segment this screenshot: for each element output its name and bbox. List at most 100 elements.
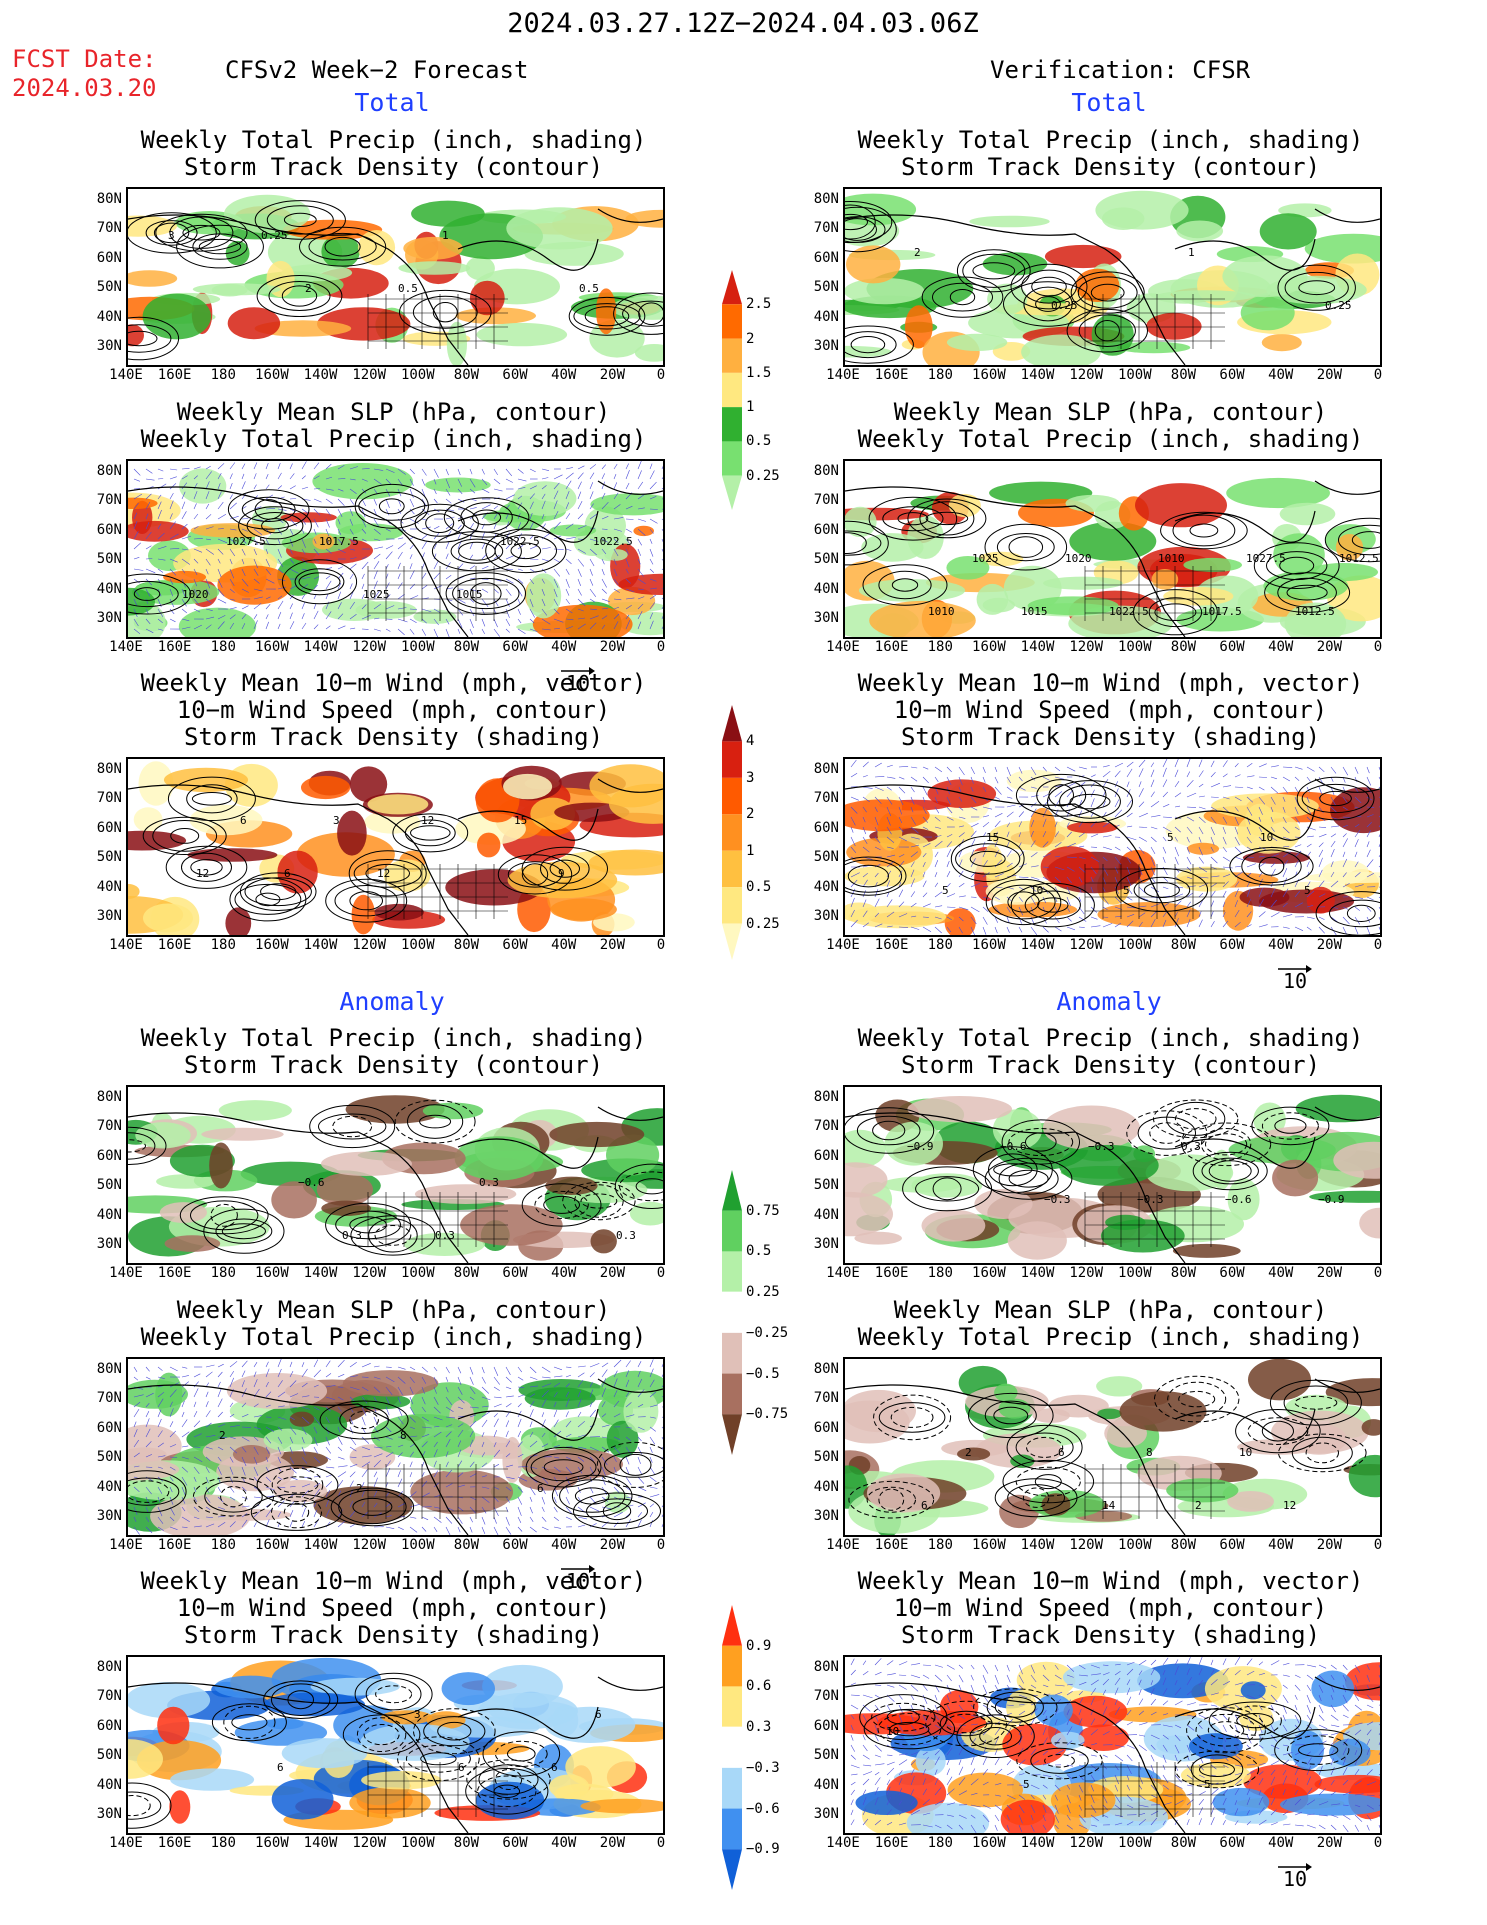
p9-wind-arrow — [421, 1434, 430, 1438]
p9-wind-arrow — [385, 1467, 391, 1478]
p3-wind-arrow — [241, 623, 246, 630]
p9-wind-arrow — [361, 1436, 370, 1444]
p12-wind-arrow — [898, 1800, 902, 1806]
p10-contour-line — [984, 1400, 1037, 1431]
p12-contour-line — [986, 1691, 1044, 1723]
p9-wind-arrow — [565, 1506, 573, 1515]
p6-wind-arrow — [1306, 776, 1311, 782]
p12-wind-arrow — [1054, 1674, 1062, 1680]
p9-wind-arrow — [625, 1456, 630, 1465]
p3-wind-arrow — [577, 568, 582, 577]
p3-wind-arrow — [553, 618, 564, 623]
p6-wind-arrow — [1378, 796, 1380, 798]
p3-wind-arrow — [445, 530, 452, 540]
p9-lon-tick: 120W — [352, 1537, 387, 1553]
p6-wind-arrow — [970, 916, 977, 925]
precip-total-colorbar-label: 1.5 — [746, 364, 772, 381]
p6-wind-arrow — [994, 896, 1000, 901]
p3-wind-arrow — [493, 505, 499, 510]
p12-wind-arrow — [1378, 1773, 1380, 1776]
p9-wind-arrow — [337, 1520, 346, 1528]
p6-wind-arrow — [958, 796, 963, 802]
p12-wind-arrow — [958, 1777, 966, 1786]
p11-shade-blob — [426, 1711, 466, 1729]
p9-wind-arrow — [505, 1526, 512, 1535]
p9-wind-arrow — [433, 1506, 441, 1509]
p3-wind-arrow — [277, 462, 281, 470]
p3-wind-arrow — [493, 598, 499, 607]
p6-wind-arrow — [862, 826, 867, 835]
p12-wind-arrow — [1030, 1824, 1035, 1832]
p6-wind-arrow — [1138, 912, 1146, 918]
p4-lat-tick: 70N — [813, 492, 839, 509]
p9-wind-arrow — [373, 1436, 380, 1441]
p9-wind-arrow — [649, 1359, 654, 1368]
p3-wind-arrow — [541, 493, 546, 500]
p9-wind-arrow — [553, 1392, 558, 1398]
p5-contour-line — [549, 859, 580, 878]
p9-wind-arrow — [205, 1466, 210, 1474]
storm-anom-colorbar-swatch — [722, 1686, 742, 1728]
p6-wind-arrow — [898, 881, 902, 888]
p12-lon-tick: 180 — [927, 1835, 953, 1851]
p3-wind-arrow — [433, 560, 439, 570]
p6-wind-arrow — [1234, 796, 1242, 802]
p12-wind-arrow — [1102, 1706, 1108, 1716]
p5-contour-line — [349, 891, 383, 911]
p9-wind-arrow — [409, 1504, 420, 1508]
p12-wind-arrow — [910, 1714, 914, 1722]
p12-wind-arrow — [1114, 1732, 1125, 1736]
p3-wind-arrow — [409, 618, 417, 624]
p9-wind-arrow — [409, 1472, 413, 1478]
p6-wind-arrow — [1234, 816, 1239, 826]
p9-wind-arrow — [409, 1461, 413, 1468]
p6-wind-arrow — [1282, 845, 1290, 848]
p6-wind-arrow — [1234, 774, 1241, 778]
p3-wind-arrow — [625, 568, 629, 574]
p9-wind-arrow — [373, 1453, 383, 1458]
p12-contour-line — [1208, 1701, 1302, 1740]
p6-contour-line — [1037, 897, 1069, 913]
p6-contour-line — [1115, 868, 1209, 912]
p4-shade-blob — [845, 506, 877, 537]
p9-wind-arrow — [577, 1446, 587, 1449]
p12-lon-tick: 120W — [1069, 1835, 1104, 1851]
p6-wind-arrow — [1210, 910, 1214, 918]
p6-lon-tick: 60W — [1219, 937, 1245, 953]
p3-wind-arrow — [265, 621, 269, 630]
p7-lon-tick: 20W — [599, 1265, 626, 1281]
p12-wind-arrow — [1066, 1690, 1073, 1696]
p6-wind-arrow — [1210, 890, 1216, 898]
p3-wind-arrow — [325, 488, 334, 491]
p9-wind-arrow — [133, 1366, 138, 1372]
p9-contour-line — [338, 1489, 407, 1525]
p9-wind-arrow — [445, 1526, 451, 1535]
p9-wind-arrow — [217, 1388, 222, 1398]
p12-wind-arrow — [1366, 1794, 1375, 1797]
p6-wind-arrow — [1126, 800, 1132, 808]
p9-wind-arrow — [265, 1446, 270, 1455]
p9-wind-arrow — [325, 1446, 332, 1454]
p9-wind-arrow — [481, 1486, 490, 1489]
p6-wind-arrow — [994, 820, 1001, 828]
p6-wind-arrow — [910, 844, 920, 848]
p12-wind-arrow — [1222, 1704, 1231, 1709]
p3-wind-arrow — [517, 568, 523, 571]
p12-wind-arrow — [1342, 1804, 1349, 1806]
p12-shade-blob — [1016, 1661, 1076, 1699]
p9-wind-arrow — [505, 1395, 514, 1398]
p12-wind-arrow — [898, 1724, 903, 1732]
p9-wind-arrow — [421, 1526, 427, 1532]
p10-contour-line — [993, 1406, 1029, 1425]
p6-wind-arrow — [1186, 836, 1190, 843]
p9-wind-arrow — [637, 1361, 642, 1368]
p9-wind-arrow — [361, 1446, 371, 1451]
p12-wind-arrow — [958, 1694, 962, 1700]
p3-wind-arrow — [373, 617, 380, 620]
p3-wind-arrow — [169, 483, 177, 490]
p9-wind-arrow — [613, 1370, 618, 1378]
p8-shade-blob — [1145, 1154, 1234, 1192]
p9-wind-arrow — [337, 1374, 345, 1378]
p6-wind-arrow — [1222, 806, 1230, 813]
p6-wind-arrow — [1138, 921, 1143, 928]
